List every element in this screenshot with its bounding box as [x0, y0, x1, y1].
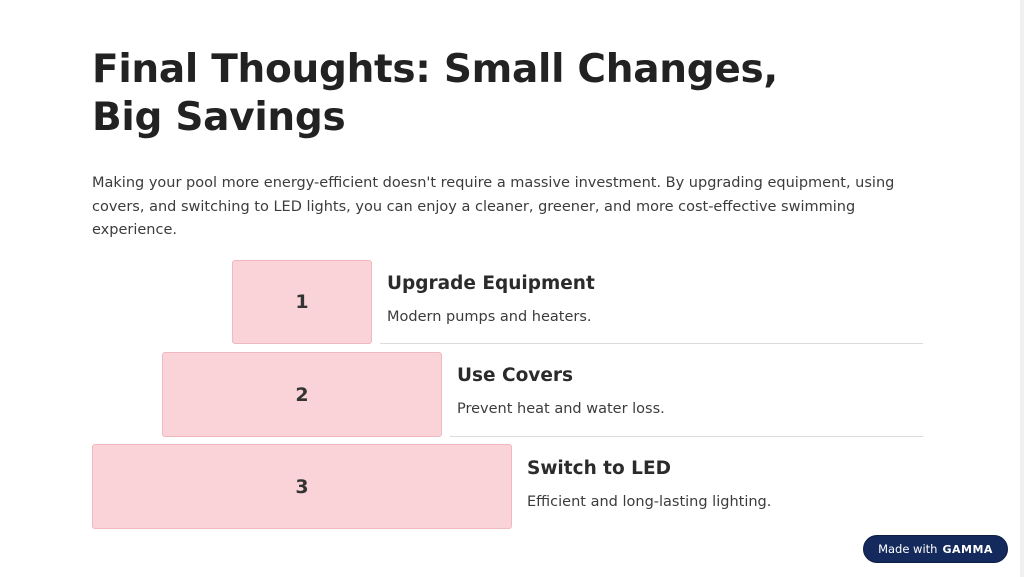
slide-edge — [1020, 0, 1024, 577]
step-2-divider — [450, 436, 923, 437]
step-3-description: Efficient and long-lasting lighting. — [527, 494, 772, 510]
step-1-box: 1 — [232, 260, 372, 344]
step-1-description: Modern pumps and heaters. — [387, 309, 592, 325]
made-with-gamma-badge[interactable]: Made with GAMMA — [863, 535, 1008, 563]
gamma-logo: GAMMA — [942, 542, 993, 556]
step-1-divider — [380, 343, 923, 344]
step-2-box: 2 — [162, 352, 442, 437]
step-3-box: 3 — [92, 444, 512, 529]
slide-title: Final Thoughts: Small Changes, Big Savin… — [92, 47, 778, 140]
step-1-title: Upgrade Equipment — [387, 273, 595, 294]
step-2-title: Use Covers — [457, 365, 574, 386]
badge-prefix: Made with — [878, 542, 938, 556]
step-2-description: Prevent heat and water loss. — [457, 401, 665, 417]
step-3-title: Switch to LED — [527, 458, 671, 479]
intro-paragraph: Making your pool more energy-efficient d… — [92, 175, 895, 238]
